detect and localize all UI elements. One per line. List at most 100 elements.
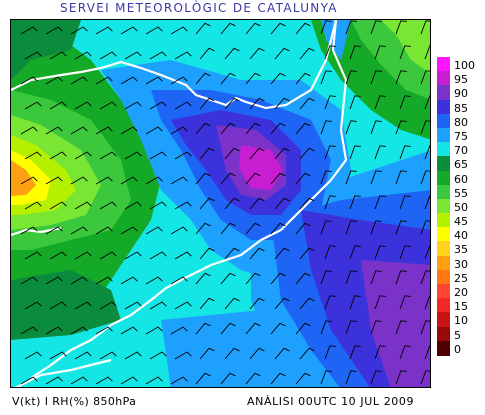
wind-barb: [149, 201, 167, 210]
wind-barb: [345, 170, 357, 185]
wind-barb: [149, 301, 167, 310]
wind-barb: [195, 72, 211, 85]
wind-barb: [49, 301, 67, 310]
legend-label: 80: [454, 115, 468, 129]
wind-barb: [45, 176, 63, 185]
wind-barb: [295, 122, 311, 135]
wind-barb: [274, 197, 290, 210]
wind-barb: [24, 301, 42, 310]
rh-zone-90-sea: [361, 260, 430, 387]
wind-barb: [349, 295, 361, 310]
wind-barb: [145, 176, 163, 185]
wind-barb: [374, 295, 386, 310]
wind-barb: [49, 151, 67, 160]
wind-barb: [274, 247, 290, 260]
wind-barb: [49, 351, 67, 360]
wind-barb: [149, 151, 167, 160]
legend-label: 35: [454, 243, 468, 257]
wind-barb: [24, 251, 42, 260]
wind-barb: [145, 326, 163, 335]
wind-barb: [199, 197, 215, 210]
wind-barb: [224, 297, 240, 310]
wind-barb: [420, 120, 430, 135]
wind-barb: [370, 70, 382, 85]
legend-label: 10: [454, 314, 468, 328]
wind-barb: [224, 47, 240, 60]
wind-barb: [174, 351, 192, 360]
wind-barb: [70, 126, 88, 135]
wind-barbs: [20, 20, 430, 385]
wind-barb: [370, 20, 382, 35]
wind-barb: [349, 345, 361, 360]
wind-barb: [170, 226, 188, 235]
wind-barb: [299, 97, 315, 110]
wind-barb: [70, 276, 88, 285]
wind-barb: [220, 222, 236, 235]
wind-barb: [399, 345, 411, 360]
wind-barb: [195, 272, 211, 285]
wind-barb: [145, 376, 163, 385]
wind-barb: [295, 172, 311, 185]
wind-barb: [424, 295, 430, 310]
wind-barb: [24, 351, 42, 360]
wind-barb: [95, 226, 113, 235]
wind-barb: [195, 322, 211, 335]
legend-swatch: [437, 312, 450, 328]
legend-label: 5: [454, 328, 461, 342]
rh-zone-65-sw: [11, 270, 121, 340]
wind-barb: [24, 201, 42, 210]
wind-barb: [324, 45, 336, 60]
wind-barb: [270, 272, 286, 285]
wind-barb: [95, 26, 113, 35]
wind-barb: [224, 147, 240, 160]
wind-barb: [95, 376, 113, 385]
wind-barb: [195, 372, 211, 385]
wind-barb: [45, 376, 63, 385]
wind-barb: [295, 72, 311, 85]
legend-swatch: [437, 241, 450, 257]
wind-barb: [74, 101, 92, 110]
legend-label: 75: [454, 129, 468, 143]
wind-barb: [95, 276, 113, 285]
wind-barb: [320, 320, 332, 335]
wind-barb: [374, 195, 386, 210]
humidity-field: [11, 20, 430, 387]
wind-barb: [45, 326, 63, 335]
wind-barb: [249, 147, 265, 160]
wind-barb: [270, 222, 286, 235]
legend-label: 55: [454, 186, 468, 200]
wind-barb: [424, 195, 430, 210]
wind-barb: [149, 251, 167, 260]
wind-barb: [220, 322, 236, 335]
wind-barb: [274, 347, 290, 360]
wind-barb: [70, 76, 88, 85]
legend-label: 15: [454, 300, 468, 314]
wind-barb: [324, 345, 336, 360]
legend-swatch: [437, 142, 450, 158]
wind-barb: [245, 322, 261, 335]
wind-barb: [124, 301, 142, 310]
legend-label: 25: [454, 271, 468, 285]
wind-barb: [270, 372, 286, 385]
wind-barb: [370, 170, 382, 185]
wind-barb: [74, 201, 92, 210]
wind-barb: [170, 376, 188, 385]
wind-barb: [70, 176, 88, 185]
rh-zone-30: [11, 160, 36, 196]
wind-barb: [49, 51, 67, 60]
wind-barb: [395, 70, 407, 85]
wind-barb: [145, 76, 163, 85]
wind-barb: [245, 22, 261, 35]
wind-barb: [99, 151, 117, 160]
wind-barb: [220, 122, 236, 135]
legend-swatch: [437, 156, 450, 172]
wind-barb: [74, 51, 92, 60]
wind-barb: [245, 72, 261, 85]
wind-barb: [349, 245, 361, 260]
wind-barb: [299, 147, 315, 160]
legend-swatch: [437, 184, 450, 200]
wind-barb: [370, 320, 382, 335]
wind-barb: [395, 20, 407, 35]
legend-label: 65: [454, 158, 468, 172]
wind-barb: [149, 351, 167, 360]
